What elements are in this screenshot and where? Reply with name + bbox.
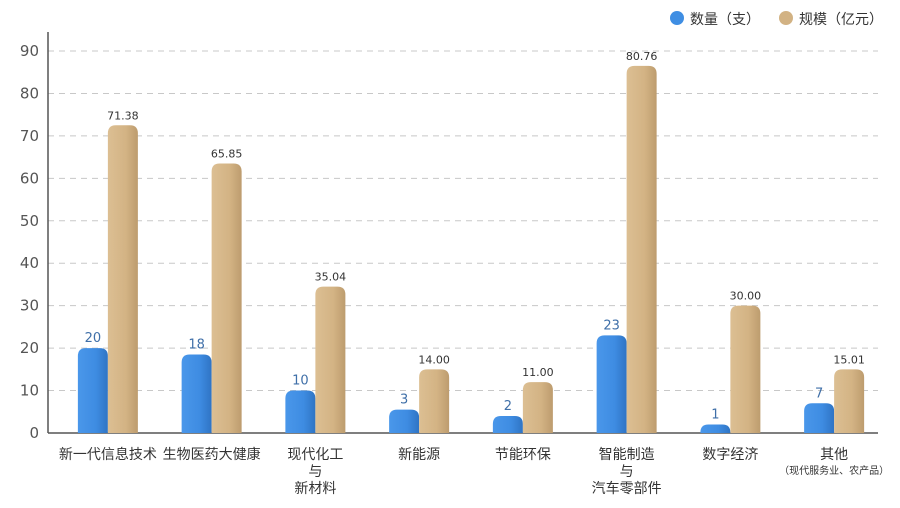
y-tick-label: 40 [20,254,39,272]
category-label: 现代化工 [287,447,343,463]
data-label-count: 7 [815,386,823,401]
bar-count [804,403,835,433]
category-label: 数字经济 [702,447,758,463]
y-tick-label: 60 [20,169,39,187]
bars [77,65,865,434]
data-label-scale: 80.76 [626,50,658,63]
data-label-count: 2 [504,399,512,414]
data-label-count: 23 [603,318,620,333]
data-label-scale: 71.38 [107,109,139,122]
data-label-scale: 65.85 [211,147,243,160]
data-label-scale: 30.00 [730,290,762,303]
bar-count [285,390,316,433]
category-label: 智能制造 [599,447,655,463]
bar-scale [419,369,450,433]
category-label: 与 [308,464,322,480]
bar-scale [834,369,865,433]
y-tick-label: 30 [20,297,39,315]
y-tick-label: 90 [20,42,39,60]
data-label-count: 10 [292,374,309,389]
bar-count [596,335,627,433]
data-label-count: 1 [711,408,719,423]
data-labels: 20 71.38 18 65.85 10 35.04 3 14.00 2 11.00 23 80.76… [85,50,865,423]
y-tick-label: 20 [20,339,39,357]
category-label: 与 [620,464,634,480]
data-label-scale: 11.00 [522,366,554,379]
y-tick-label: 50 [20,212,39,230]
legend-label-count: 数量（支） [690,12,760,28]
category-label: 新材料 [294,481,336,497]
bar-count [389,409,420,433]
bar-scale [730,305,761,433]
bar-scale [626,65,657,433]
y-tick-label: 10 [20,382,39,400]
bar-scale [315,286,346,433]
category-label: 汽车零部件 [592,480,662,497]
category-label: 新一代信息技术 [59,446,157,463]
category-sublabel: （现代服务业、农产品） [779,464,889,477]
y-tick-label: 70 [20,127,39,145]
bar-count [77,348,108,433]
bar-count [492,416,523,433]
bar-count [700,424,731,433]
category-label: 生物医药大健康 [163,446,261,463]
data-label-count: 20 [85,331,102,346]
category-label: 新能源 [398,447,440,463]
legend-label-scale: 规模（亿元） [799,12,883,28]
bar-scale [107,125,138,434]
legend: 数量（支） 规模（亿元） [670,11,883,28]
bar-scale [522,382,553,433]
data-label-count: 18 [188,337,205,352]
legend-swatch-scale [779,11,793,25]
y-tick-label: 0 [29,424,39,442]
category-label: 其他 [820,447,848,463]
bar-scale [211,163,242,433]
data-label-scale: 35.04 [315,271,347,284]
y-tick-label: 80 [20,84,39,102]
category-label: 节能环保 [495,447,551,463]
data-label-scale: 14.00 [418,353,450,366]
data-label-scale: 15.01 [833,353,865,366]
bar-count [181,354,212,433]
legend-swatch-count [670,11,684,25]
data-label-count: 3 [400,393,408,408]
